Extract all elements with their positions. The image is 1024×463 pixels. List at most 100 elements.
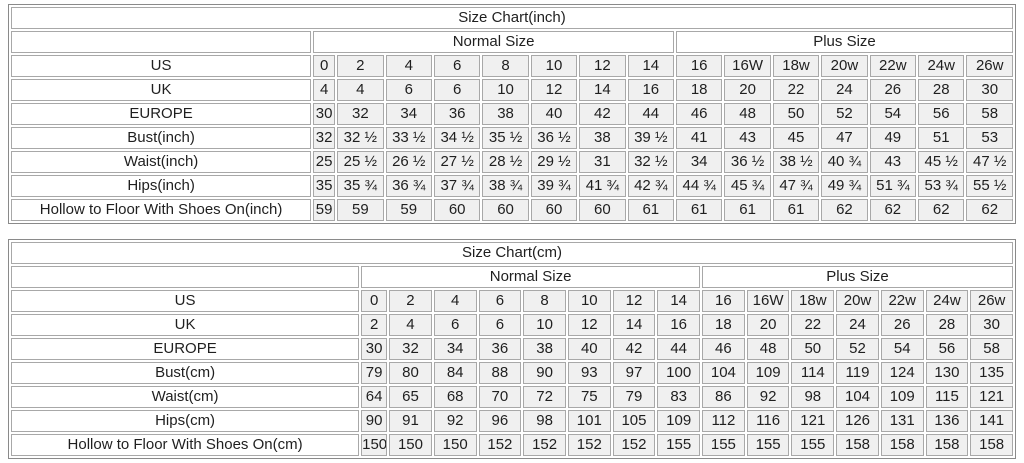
row-label-cell: Hollow to Floor With Shoes On(cm) [11, 434, 360, 456]
size-value-cell: 14 [627, 55, 674, 77]
size-value-cell: 38 [523, 338, 566, 360]
table-row: EUROPE 30 32 34 36 38 40 42 44 46 48 50 52 54 56 58 [11, 103, 1013, 125]
size-value-cell: 28 [918, 79, 965, 101]
size-value-cell: 109 [880, 386, 924, 408]
size-value-cell: 32 [313, 127, 336, 149]
size-value-cell: 24w [925, 290, 969, 312]
row-label-cell: UK [11, 79, 312, 101]
size-value-cell: 30 [966, 79, 1013, 101]
size-value-cell: 32 ½ [337, 127, 384, 149]
size-value-cell: 27 ½ [433, 151, 481, 173]
size-value-cell: 2 [389, 290, 432, 312]
size-value-cell: 62 [869, 199, 917, 221]
size-value-cell: 141 [970, 410, 1013, 432]
size-value-cell: 14 [612, 314, 656, 336]
size-value-cell: 35 ¾ [337, 175, 384, 197]
size-value-cell: 30 [361, 338, 388, 360]
size-value-cell: 18 [675, 79, 723, 101]
size-value-cell: 114 [791, 362, 835, 384]
size-value-cell: 98 [791, 386, 835, 408]
corner-cell [11, 31, 312, 53]
size-value-cell: 34 [675, 151, 723, 173]
size-value-cell: 31 [579, 151, 626, 173]
size-value-cell: 92 [746, 386, 790, 408]
size-value-cell: 24 [836, 314, 879, 336]
size-value-cell: 26 [869, 79, 917, 101]
size-value-cell: 92 [433, 410, 477, 432]
size-value-cell: 4 [385, 55, 432, 77]
size-value-cell: 4 [389, 314, 432, 336]
size-value-cell: 93 [567, 362, 611, 384]
size-value-cell: 84 [433, 362, 477, 384]
size-value-cell: 26 [880, 314, 924, 336]
size-value-cell: 101 [567, 410, 611, 432]
size-value-cell: 12 [612, 290, 656, 312]
size-value-cell: 35 ½ [482, 127, 529, 149]
size-value-cell: 96 [478, 410, 522, 432]
size-value-cell: 33 ½ [385, 127, 432, 149]
size-value-cell: 152 [567, 434, 611, 456]
size-value-cell: 16 [675, 55, 723, 77]
size-value-cell: 37 ¾ [433, 175, 481, 197]
size-value-cell: 26w [970, 290, 1013, 312]
size-value-cell: 16W [724, 55, 771, 77]
size-value-cell: 124 [880, 362, 924, 384]
size-value-cell: 36 ½ [724, 151, 771, 173]
size-value-cell: 52 [821, 103, 868, 125]
size-value-cell: 6 [433, 314, 477, 336]
row-label-cell: Bust(inch) [11, 127, 312, 149]
size-value-cell: 40 ¾ [821, 151, 868, 173]
size-value-cell: 22 [772, 79, 820, 101]
size-value-cell: 51 ¾ [869, 175, 917, 197]
size-value-cell: 52 [836, 338, 879, 360]
size-value-cell: 38 [579, 127, 626, 149]
size-value-cell: 152 [523, 434, 566, 456]
size-value-cell: 158 [925, 434, 969, 456]
size-value-cell: 61 [772, 199, 820, 221]
size-value-cell: 8 [482, 55, 529, 77]
size-value-cell: 58 [966, 103, 1013, 125]
size-value-cell: 48 [746, 338, 790, 360]
size-value-cell: 10 [567, 290, 611, 312]
table-title-row: Size Chart(inch) [11, 7, 1013, 29]
size-value-cell: 44 [627, 103, 674, 125]
size-value-cell: 20w [821, 55, 868, 77]
group-header-row: Normal Size Plus Size [11, 31, 1013, 53]
size-value-cell: 56 [918, 103, 965, 125]
size-value-cell: 2 [361, 314, 388, 336]
size-value-cell: 45 [772, 127, 820, 149]
size-value-cell: 86 [702, 386, 745, 408]
table-row: Waist(cm) 64 65 68 70 72 75 79 83 86 92 98 104 109 115… [11, 386, 1013, 408]
size-value-cell: 56 [925, 338, 969, 360]
size-value-cell: 100 [657, 362, 701, 384]
size-value-cell: 59 [337, 199, 384, 221]
size-value-cell: 10 [482, 79, 529, 101]
size-value-cell: 16W [746, 290, 790, 312]
size-value-cell: 22w [880, 290, 924, 312]
size-value-cell: 155 [791, 434, 835, 456]
size-value-cell: 55 ½ [966, 175, 1013, 197]
row-label-cell: Waist(cm) [11, 386, 360, 408]
size-value-cell: 43 [724, 127, 771, 149]
size-value-cell: 152 [612, 434, 656, 456]
size-value-cell: 42 [579, 103, 626, 125]
size-value-cell: 32 [337, 103, 384, 125]
size-value-cell: 64 [361, 386, 388, 408]
size-value-cell: 12 [530, 79, 578, 101]
size-value-cell: 47 ¾ [772, 175, 820, 197]
size-value-cell: 20 [724, 79, 771, 101]
size-value-cell: 14 [657, 290, 701, 312]
size-value-cell: 65 [389, 386, 432, 408]
row-label-cell: EUROPE [11, 103, 312, 125]
row-label-cell: Waist(inch) [11, 151, 312, 173]
size-value-cell: 12 [567, 314, 611, 336]
size-value-cell: 18 [702, 314, 745, 336]
group-header-plus: Plus Size [702, 266, 1013, 288]
size-value-cell: 22 [791, 314, 835, 336]
size-value-cell: 28 [925, 314, 969, 336]
group-header-normal: Normal Size [313, 31, 674, 53]
size-value-cell: 79 [361, 362, 388, 384]
table-row: US 0 2 4 6 8 10 12 14 16 16W 18w 20w 22w 24w 26w [11, 55, 1013, 77]
size-value-cell: 10 [523, 314, 566, 336]
